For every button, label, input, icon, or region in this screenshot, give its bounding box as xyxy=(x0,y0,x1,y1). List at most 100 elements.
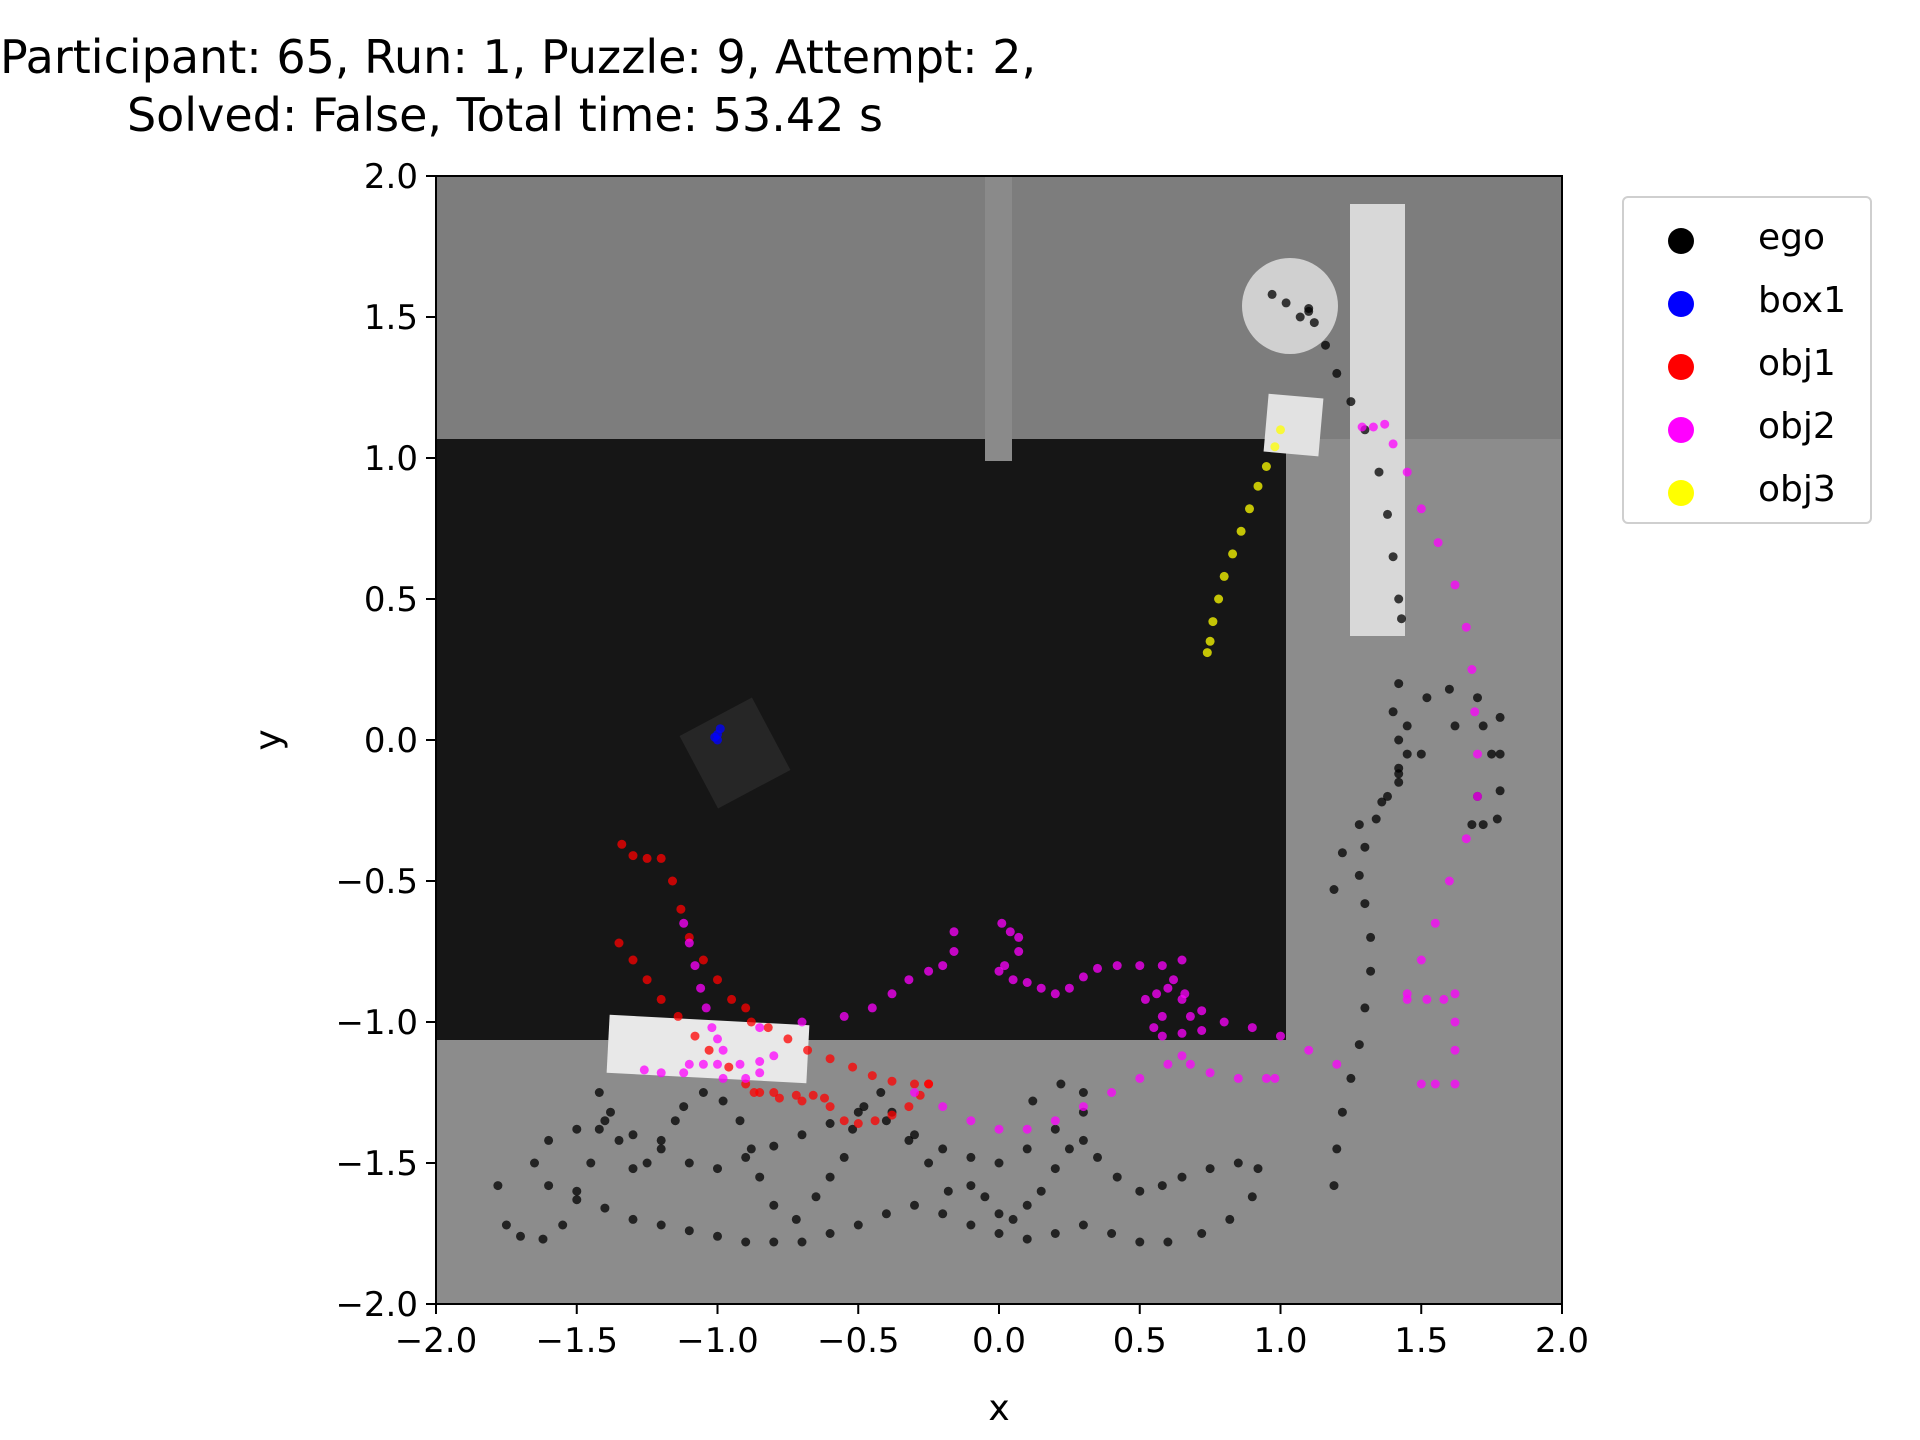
ego-point xyxy=(1022,1200,1032,1210)
ego-point xyxy=(1022,1144,1032,1154)
obj2-point xyxy=(1430,918,1440,928)
obj1-point xyxy=(698,955,708,965)
ego-point xyxy=(966,1181,976,1191)
legend-label: obj3 xyxy=(1758,469,1836,510)
obj2-point xyxy=(1112,961,1122,971)
ego-point xyxy=(1197,1229,1207,1238)
obj2-point xyxy=(1169,975,1178,985)
ego-point xyxy=(1478,820,1488,830)
ego-point xyxy=(538,1234,548,1244)
round-platform xyxy=(1242,258,1338,354)
obj2-point xyxy=(718,1045,728,1055)
obj2-point xyxy=(1000,961,1010,971)
ego-point xyxy=(628,1164,638,1174)
ego-point xyxy=(628,1130,638,1140)
obj2-point xyxy=(1022,978,1032,987)
obj2-point xyxy=(698,1059,708,1069)
obj2-point xyxy=(910,1088,919,1097)
obj2-point xyxy=(1461,834,1471,844)
obj2-point xyxy=(1433,538,1443,548)
ego-point xyxy=(1346,1073,1356,1083)
ego-point xyxy=(684,1158,694,1168)
obj2-point xyxy=(755,1023,765,1033)
obj2-point xyxy=(1036,983,1046,993)
obj1-point xyxy=(746,1017,756,1027)
ego-point xyxy=(1321,340,1330,350)
ego-point xyxy=(1036,1186,1046,1196)
y-tick-label: −2.0 xyxy=(335,1285,418,1325)
obj2-point xyxy=(949,927,959,937)
legend-marker xyxy=(1668,480,1694,506)
ego-point xyxy=(1377,797,1387,807)
obj2-point xyxy=(1473,749,1482,759)
ego-point xyxy=(656,1144,666,1154)
obj2-point xyxy=(1470,707,1480,717)
y-axis-label: y xyxy=(248,729,289,750)
obj2-point xyxy=(1261,1073,1271,1083)
obj1-point xyxy=(617,839,627,849)
obj2-point xyxy=(1005,927,1015,937)
ego-point xyxy=(1050,1229,1060,1238)
ego-point xyxy=(572,1186,582,1196)
obj2-point xyxy=(1185,1059,1195,1069)
obj3-point xyxy=(1219,571,1229,581)
ego-point xyxy=(910,1200,919,1210)
obj1-point xyxy=(628,851,638,861)
legend-item-obj1: obj1 xyxy=(1624,336,1870,398)
x-tick-label: 1.5 xyxy=(1394,1321,1448,1361)
x-tick-label: −2.0 xyxy=(395,1321,478,1361)
obj2-point xyxy=(713,1034,722,1044)
ego-point xyxy=(853,1107,863,1117)
obj2-point xyxy=(1247,1023,1257,1033)
ego-point xyxy=(1354,820,1364,830)
ego-point xyxy=(713,1231,722,1241)
y-tick-label: −1.0 xyxy=(335,1003,418,1043)
ego-point xyxy=(1422,693,1432,703)
ego-point xyxy=(1360,899,1370,909)
obj2-point xyxy=(1276,1031,1285,1041)
box1-point xyxy=(715,724,725,734)
obj1-point xyxy=(642,975,652,985)
obj2-point xyxy=(701,1003,711,1013)
ego-point xyxy=(1332,368,1342,378)
obj1-point xyxy=(749,1088,759,1097)
ego-point xyxy=(994,1158,1004,1168)
y-tick-label: 2.0 xyxy=(364,157,418,197)
ego-point xyxy=(791,1214,801,1224)
obj2-point xyxy=(1473,791,1482,801)
obj1-point xyxy=(656,853,666,863)
ego-point xyxy=(1050,1124,1060,1134)
ego-point xyxy=(1253,1164,1263,1174)
obj2-point xyxy=(1430,1079,1440,1089)
obj2-point xyxy=(1022,1124,1032,1134)
legend-marker xyxy=(1668,291,1694,317)
obj1-point xyxy=(887,1076,897,1086)
series-ego xyxy=(493,289,1505,1247)
obj2-point xyxy=(1219,1017,1229,1027)
ego-point xyxy=(1346,397,1356,407)
obj2-point xyxy=(1205,1068,1215,1078)
ego-point xyxy=(1492,814,1502,824)
obj1-point xyxy=(676,904,686,914)
obj2-point xyxy=(1093,963,1102,973)
ego-point xyxy=(1416,749,1426,759)
obj2-point xyxy=(1008,975,1018,985)
ego-point xyxy=(1495,786,1505,796)
obj3-point xyxy=(1245,504,1254,514)
obj2-point xyxy=(1402,989,1412,999)
obj1-point xyxy=(656,994,666,1004)
ego-point xyxy=(994,1229,1004,1238)
chart-title: Participant: 65, Run: 1, Puzzle: 9, Atte… xyxy=(0,28,1036,144)
obj2-point xyxy=(1450,989,1460,999)
obj2-point xyxy=(696,983,706,993)
y-tick-label: 1.0 xyxy=(364,439,418,479)
ego-point xyxy=(586,1158,596,1168)
obj2-point xyxy=(1416,504,1426,514)
obj1-point xyxy=(867,1071,877,1081)
obj2-point xyxy=(684,938,694,948)
scatter-series xyxy=(493,289,1505,1247)
obj1-point xyxy=(797,1096,807,1106)
obj2-point xyxy=(1078,972,1088,982)
legend-marker xyxy=(1668,228,1694,254)
series-obj1 xyxy=(614,839,934,1128)
